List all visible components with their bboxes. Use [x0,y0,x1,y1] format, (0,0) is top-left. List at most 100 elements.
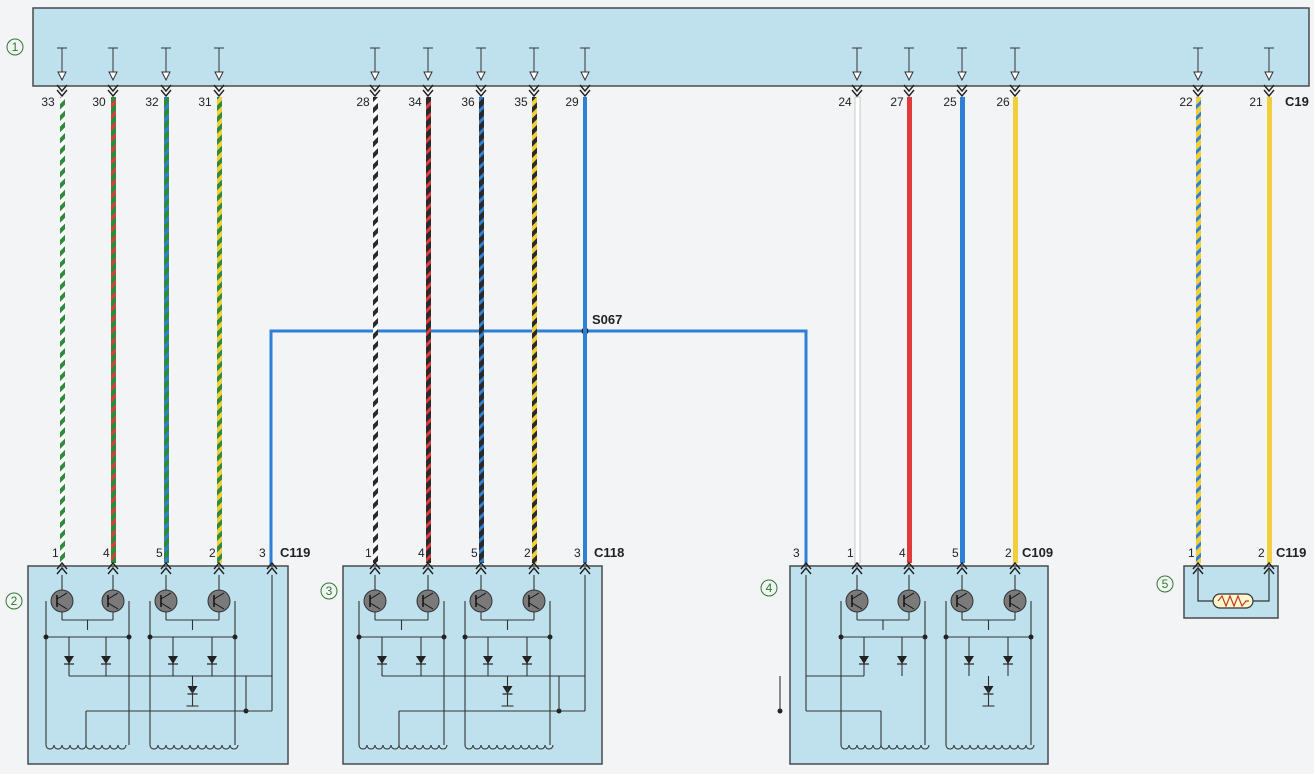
wire-32 [164,97,169,563]
connector-arrow [1009,89,1021,98]
connector-arrow [1263,89,1275,98]
terminal-symbol [214,47,224,82]
connector-arrow [956,561,968,570]
connector-arrow [528,89,540,98]
module-1-terminals [57,47,1274,82]
transistor [50,589,74,613]
m2-pin-5: 5 [156,546,163,560]
wire-21 [1267,97,1272,563]
connector-arrow [107,84,119,93]
wires [60,96,1272,564]
coil [358,744,448,750]
connector-arrow [213,566,225,575]
connector-label-c118: C118 [594,545,624,560]
wire-29 [583,97,587,563]
terminal-symbol [476,47,486,82]
connector-arrow [266,566,278,575]
component-number-3: 3 [320,582,338,600]
m3-pin-2: 2 [524,546,531,560]
m3-pin-5: 5 [471,546,478,560]
module-circuit [777,575,1035,750]
coil [840,744,930,750]
module-3-pins: 1 4 5 2 3 [365,546,581,560]
terminal-symbol [529,47,539,82]
connector-arrow [107,561,119,570]
module-5-pins: 1 2 [1188,546,1265,560]
m5-pin-1: 1 [1188,546,1195,560]
m2-pin-2: 2 [209,546,216,560]
transistor [1003,589,1027,613]
diode [897,656,907,664]
connector-arrow [528,84,540,93]
wire-24 [854,96,861,564]
connector-arrow [475,561,487,570]
terminal-symbol [957,47,967,82]
top-pin-36: 36 [461,95,475,109]
m4-pin-4: 4 [899,546,906,560]
component-number-1: 1 [6,38,24,56]
transistor [363,589,387,613]
connector-arrow [579,561,591,570]
top-pin-33: 33 [41,95,55,109]
coil [45,744,127,750]
m4-pin-2: 2 [1005,546,1012,560]
connector-arrow [1009,566,1021,575]
terminal-symbol [1264,47,1274,82]
connector-arrow [475,566,487,575]
connector-arrow [160,84,172,93]
connector-arrow [213,84,225,93]
module-circuit [43,575,273,750]
connector-arrow [1192,89,1204,98]
connector-label-c19: C19 [1285,94,1309,109]
terminal-symbol [580,47,590,82]
terminal-symbol [57,47,67,82]
connector-arrow [422,566,434,575]
connector-arrow [475,89,487,98]
connector-label-c119-right: C119 [1276,545,1306,560]
component-number-2: 2 [5,592,23,610]
connector-arrow [800,561,812,570]
connector-arrow [422,89,434,98]
transistor [154,589,178,613]
top-pin-labels: 33 30 32 31 28 34 36 35 29 24 27 25 26 2… [41,95,1263,109]
top-pin-26: 26 [996,95,1010,109]
connector-arrow [851,84,863,93]
module-circuit [356,575,586,750]
connector-label-c119-left: C119 [280,545,310,560]
transistor [897,589,921,613]
connector-arrow [1263,561,1275,570]
connector-arrow [579,84,591,93]
diode [964,656,974,664]
connector-arrow [903,89,915,98]
module-1-box [32,7,1310,87]
top-pin-29: 29 [565,95,579,109]
m5-pin-2: 2 [1258,546,1265,560]
wire-35 [532,97,537,563]
connector-arrow [107,89,119,98]
wire-33 [60,97,65,563]
diode [1003,656,1013,664]
terminal-symbol [108,47,118,82]
connector-arrows [56,84,1275,575]
terminal-symbol [852,47,862,82]
connector-arrow [1263,566,1275,575]
top-pin-21: 21 [1249,95,1263,109]
connector-arrow [369,84,381,93]
terminal-symbol [161,47,171,82]
connector-arrow [475,84,487,93]
m2-pin-3: 3 [259,546,266,560]
coil [464,744,554,750]
connector-arrow [1192,561,1204,570]
m3-pin-4: 4 [418,546,425,560]
connector-arrow [851,566,863,575]
connector-arrow [1192,566,1204,575]
connector-arrow [903,84,915,93]
transistor [469,589,493,613]
connector-arrow [851,89,863,98]
terminal-symbol [1193,47,1203,82]
connector-arrow [903,561,915,570]
top-pin-34: 34 [408,95,422,109]
connector-arrow [1009,84,1021,93]
connector-arrow [422,561,434,570]
